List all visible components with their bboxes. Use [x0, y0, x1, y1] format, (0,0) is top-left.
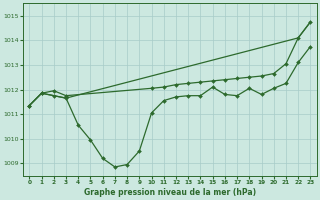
X-axis label: Graphe pression niveau de la mer (hPa): Graphe pression niveau de la mer (hPa): [84, 188, 256, 197]
